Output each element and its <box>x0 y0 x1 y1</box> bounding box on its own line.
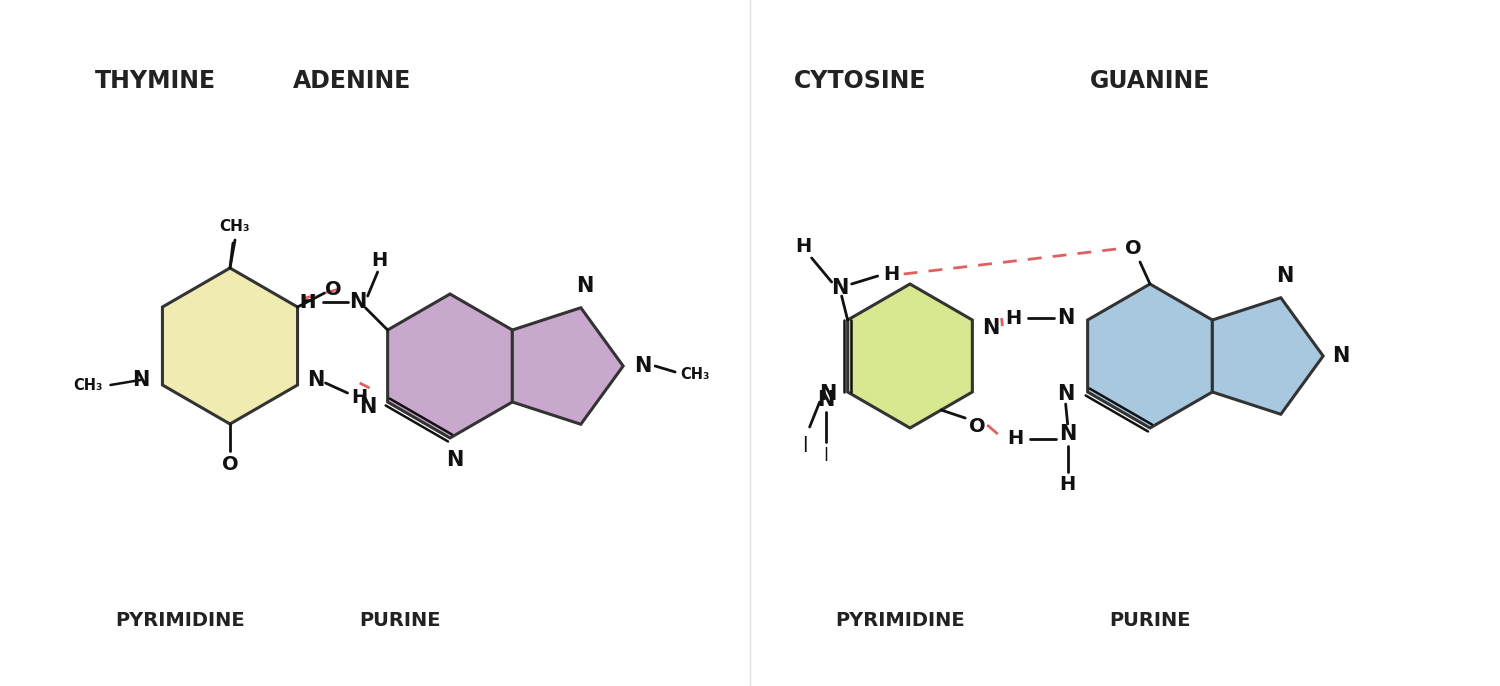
Text: N: N <box>308 370 324 390</box>
Text: N: N <box>819 384 837 404</box>
Text: N: N <box>1058 308 1074 328</box>
Polygon shape <box>513 308 622 424</box>
Text: CH₃: CH₃ <box>219 219 251 233</box>
Text: O: O <box>1125 239 1142 257</box>
Text: O: O <box>969 416 986 436</box>
Text: H: H <box>372 250 388 270</box>
Text: THYMINE: THYMINE <box>94 69 216 93</box>
Text: H: H <box>884 265 900 283</box>
Polygon shape <box>1088 284 1212 428</box>
Text: H: H <box>351 388 368 407</box>
Text: O: O <box>326 279 342 298</box>
Text: |: | <box>802 436 807 452</box>
Text: GUANINE: GUANINE <box>1090 69 1210 93</box>
Text: H: H <box>300 292 316 311</box>
Text: O: O <box>222 455 238 473</box>
Polygon shape <box>387 294 513 438</box>
Text: H: H <box>1005 309 1022 327</box>
Text: N: N <box>358 397 376 417</box>
Text: PYRIMIDINE: PYRIMIDINE <box>836 611 964 630</box>
Text: N: N <box>1276 265 1293 286</box>
Text: N: N <box>1059 424 1077 444</box>
Text: N: N <box>981 318 999 338</box>
Text: PURINE: PURINE <box>1108 611 1191 630</box>
Text: H: H <box>1008 429 1025 449</box>
Polygon shape <box>1212 298 1323 414</box>
Text: PURINE: PURINE <box>360 611 441 630</box>
Polygon shape <box>162 268 297 424</box>
Text: N: N <box>818 390 834 410</box>
Text: CYTOSINE: CYTOSINE <box>794 69 926 93</box>
Text: CH₃: CH₃ <box>681 366 710 381</box>
Text: N: N <box>576 276 594 296</box>
Text: H: H <box>300 292 316 311</box>
Text: N: N <box>831 278 849 298</box>
Text: N: N <box>634 356 652 376</box>
Text: N: N <box>1332 346 1350 366</box>
Text: N: N <box>1058 384 1074 404</box>
Text: H: H <box>1059 475 1076 493</box>
Text: N: N <box>132 370 148 390</box>
Text: ADENINE: ADENINE <box>292 69 411 93</box>
Text: H: H <box>795 237 812 255</box>
Text: N: N <box>350 292 366 312</box>
Text: N: N <box>447 450 464 470</box>
Text: PYRIMIDINE: PYRIMIDINE <box>116 611 244 630</box>
Text: CH₃: CH₃ <box>74 377 102 392</box>
Text: |: | <box>824 447 828 461</box>
Polygon shape <box>847 284 972 428</box>
